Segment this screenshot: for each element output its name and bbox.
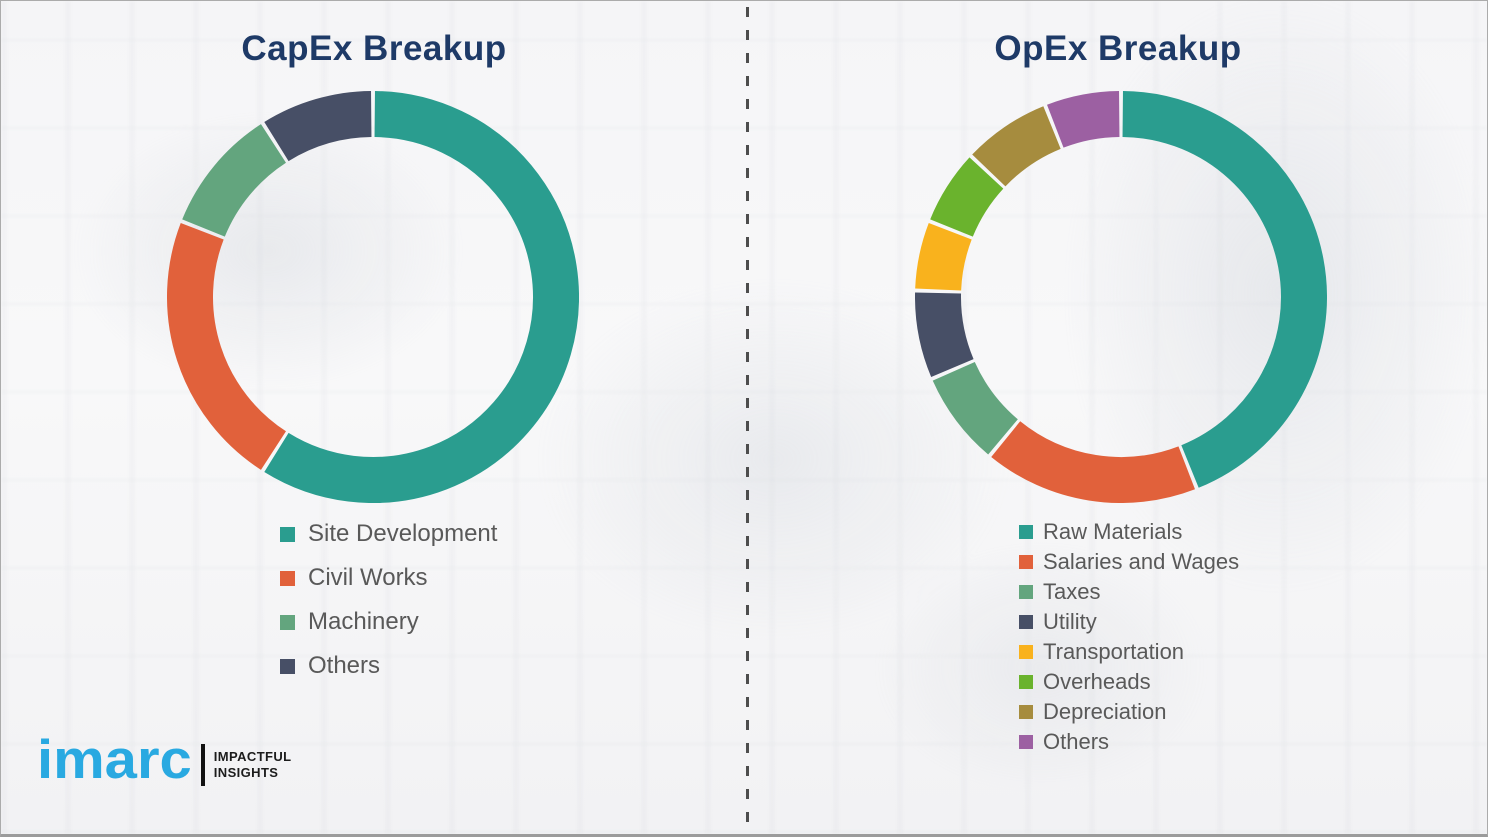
legend-label: Taxes — [1043, 579, 1101, 604]
legend-item-taxes: Taxes — [1019, 577, 1239, 607]
opex-panel: OpEx Breakup Raw Materials Salaries and W… — [749, 1, 1487, 834]
legend-item-machinery: Machinery — [280, 600, 497, 644]
legend-label: Others — [308, 652, 381, 679]
donut-segment-taxes — [932, 361, 1019, 455]
legend-swatch — [280, 614, 295, 630]
donut-segment-site-development — [264, 91, 579, 503]
legend-swatch — [1019, 705, 1033, 719]
donut-segment-utility — [915, 292, 974, 377]
capex-donut-chart — [167, 91, 579, 503]
legend-label: Machinery — [308, 608, 419, 635]
imarc-logo: imarc IMPACTFUL INSIGHTS — [37, 731, 292, 789]
legend-swatch — [280, 570, 295, 586]
donut-segment-others — [264, 91, 373, 162]
legend-label: Depreciation — [1043, 699, 1167, 724]
legend-item-salaries-and-wages: Salaries and Wages — [1019, 547, 1239, 577]
donut-segment-raw-materials — [1122, 91, 1327, 488]
legend-swatch — [1019, 645, 1033, 659]
legend-label: Overheads — [1043, 669, 1151, 694]
donut-segment-overheads — [930, 157, 1004, 238]
capex-legend: Site Development Civil Works Machinery Othe… — [280, 512, 497, 688]
legend-item-overheads: Overheads — [1019, 667, 1239, 697]
legend-label: Salaries and Wages — [1043, 549, 1240, 574]
legend-item-depreciation: Depreciation — [1019, 697, 1239, 727]
donut-segment-civil-works — [167, 223, 287, 470]
opex-title: OpEx Breakup — [994, 29, 1242, 68]
legend-item-raw-materials: Raw Materials — [1019, 517, 1239, 547]
legend-label: Others — [1043, 729, 1110, 754]
donut-segment-others — [1047, 91, 1121, 148]
legend-swatch — [1019, 585, 1033, 599]
donut-segment-machinery — [182, 124, 287, 238]
logo-divider-bar — [200, 744, 205, 786]
legend-item-transportation: Transportation — [1019, 637, 1239, 667]
legend-label: Site Development — [308, 520, 498, 547]
legend-label: Transportation — [1043, 639, 1185, 664]
legend-item-civil-works: Civil Works — [280, 556, 497, 600]
opex-legend: Raw Materials Salaries and Wages Taxes Util… — [1019, 517, 1239, 757]
legend-item-others: Others — [280, 644, 497, 688]
capex-panel: CapEx Breakup Site Development Civil Work… — [1, 1, 747, 834]
capex-title: CapEx Breakup — [241, 29, 507, 68]
legend-swatch — [280, 526, 295, 542]
legend-label: Raw Materials — [1043, 519, 1183, 544]
legend-item-utility: Utility — [1019, 607, 1239, 637]
donut-segment-salaries-and-wages — [991, 420, 1195, 503]
legend-swatch — [1019, 615, 1033, 629]
legend-label: Utility — [1043, 609, 1097, 634]
legend-swatch — [1019, 735, 1033, 749]
donut-segment-depreciation — [972, 106, 1062, 187]
legend-swatch — [1019, 555, 1033, 569]
legend-label: Civil Works — [308, 564, 428, 591]
logo-tagline: IMPACTFUL INSIGHTS — [213, 749, 292, 780]
legend-item-site-development: Site Development — [280, 512, 497, 556]
opex-donut-chart — [915, 91, 1327, 503]
legend-swatch — [1019, 675, 1033, 689]
legend-item-others: Others — [1019, 727, 1239, 757]
legend-swatch — [280, 658, 295, 674]
legend-swatch — [1019, 525, 1033, 539]
imarc-logo-text: imarc — [37, 728, 192, 791]
dashed-divider — [746, 7, 749, 831]
donut-segment-transportation — [915, 223, 972, 292]
